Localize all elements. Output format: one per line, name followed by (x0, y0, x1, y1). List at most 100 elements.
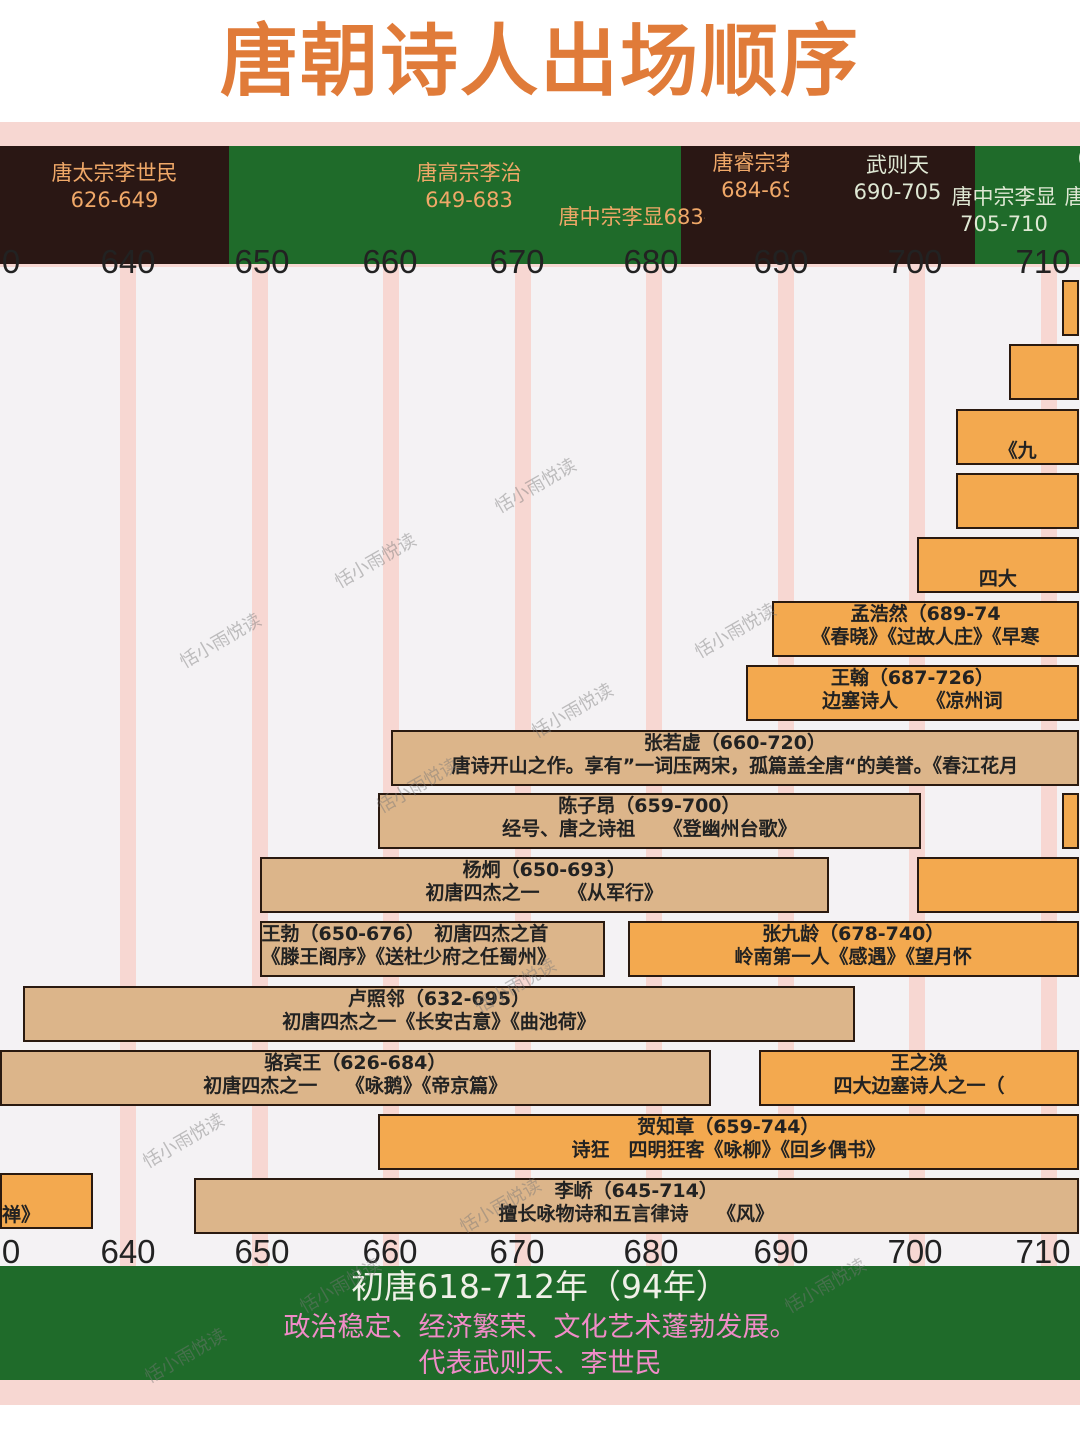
poet-name-dates: 李峤（645-714） (554, 1180, 718, 1202)
poet-bar: 王翰（687-726） 边塞诗人 《凉州词 (746, 665, 1079, 721)
poet-bar: 王勃（650-676） 初唐四杰之首 《滕王阁序》《送杜少府之任蜀州》 (259, 921, 606, 977)
reign-segment (229, 146, 681, 264)
x-tick-label: 660 (362, 243, 418, 280)
poet-bar: 王之涣 四大边塞诗人之一（ (759, 1050, 1079, 1106)
poet-description: 禅》 (2, 1204, 41, 1226)
reign-name: （ (1060, 146, 1080, 173)
reign-name: 唐中宗李显 (951, 185, 1057, 209)
x-tick-label: 680 (623, 1233, 679, 1270)
x-tick-label: 640 (100, 243, 156, 280)
reign-years: 626-649 (70, 188, 159, 212)
poet-bar: 四大 (917, 537, 1079, 593)
x-tick-label: 690 (753, 243, 809, 280)
x-tick-label: 670 (489, 243, 545, 280)
poet-name-dates (919, 859, 1077, 882)
poet-description: 初唐四杰之一 《从军行》 (425, 882, 663, 904)
poet-bar: 杨炯（650-693） 初唐四杰之一 《从军行》 (259, 857, 829, 913)
period-representatives: 代表武则天、李世民 (418, 1348, 662, 1379)
poet-bar (917, 857, 1079, 913)
poet-description (958, 498, 1076, 521)
reign-label: 唐太宗李世民 626-649 (0, 160, 229, 214)
poet-name-dates: 孟浩然（689-74 (850, 603, 1001, 625)
poet-description: 擅长咏物诗和五言律诗 《风》 (498, 1203, 775, 1225)
poet-description: 《滕王阁序》《送杜少府之任蜀州》 (261, 946, 557, 968)
x-tick-label: 680 (623, 243, 679, 280)
reign-years: 649-683 (425, 188, 513, 212)
gridline (120, 267, 136, 1360)
poet-bar: 张若虚（660-720） 唐诗开山之作。享有”一词压两宋，孤篇盖全唐“的美誉。《春… (391, 730, 1079, 786)
x-tick-label: 660 (362, 1233, 418, 1270)
poet-description: 经号、唐之诗祖 《登幽州台歌》 (502, 818, 797, 840)
poet-name-dates (2, 1175, 91, 1198)
page-title: 唐朝诗人出场顺序 (219, 17, 860, 107)
x-tick-label: 710 (1015, 1233, 1071, 1270)
poet-description: 唐诗开山之作。享有”一词压两宋，孤篇盖全唐“的美誉。《春江花月 (451, 755, 1019, 777)
reign-segment (681, 146, 705, 264)
period-description: 政治稳定、经济繁荣、文化艺术蓬勃发展。 (283, 1312, 797, 1343)
poet-description (919, 882, 1077, 905)
reign-name: 武则天 (866, 153, 929, 177)
poet-name-dates: 王之涣 (890, 1052, 948, 1074)
poet-description: 岭南第一人《感遇》《望月怀 (734, 946, 972, 968)
poet-bar: 《九 (956, 409, 1079, 465)
reign-segment (1057, 146, 1080, 264)
poet-bar: 贺知章（659-744） 诗狂 四明狂客《咏柳》《回乡偶书》 (377, 1114, 1079, 1170)
poet-name-dates: 杨炯（650-693） (462, 859, 626, 881)
reign-name: 唐 (1064, 185, 1080, 209)
reign-segment (0, 146, 229, 264)
x-tick-label: 710 (1015, 243, 1071, 280)
reign-label: （ (1060, 146, 1080, 173)
poet-name-dates (1064, 282, 1077, 305)
poet-description: 四大边塞诗人之一（ (833, 1075, 1005, 1097)
reign-label: 武则天 690-705 (840, 152, 955, 206)
x-tick-label: 640 (100, 1233, 156, 1270)
reign-years: 690-705 (853, 180, 942, 204)
poet-name-dates: 张若虚（660-720） (643, 732, 826, 754)
poet-description: 初唐四杰之一 《咏鹅》《帝京篇》 (203, 1075, 508, 1097)
poet-description (1064, 305, 1077, 328)
poet-name-dates: 骆宾王（626-684） (264, 1052, 447, 1074)
period-footer: 初唐618-712年（94年） 政治稳定、经济繁荣、文化艺术蓬勃发展。 代表武则… (0, 1266, 1080, 1380)
poet-name-dates (919, 539, 1077, 562)
poet-bar: 李峤（645-714） 擅长咏物诗和五言律诗 《风》 (193, 1178, 1079, 1234)
reign-label: 唐中宗李显 705-710 (945, 184, 1063, 238)
poet-description: 诗狂 四明狂客《咏柳》《回乡偶书》 (571, 1139, 886, 1161)
x-tick-label: 690 (753, 1233, 809, 1270)
poet-name-dates (958, 411, 1076, 434)
poet-name-dates (958, 475, 1076, 498)
x-tick-label: 0 (1, 243, 21, 280)
x-tick-label: 700 (887, 243, 943, 280)
poet-name-dates: 陈子昂（659-700） (558, 795, 741, 817)
poet-bar (1061, 280, 1079, 336)
reign-label: 唐 (1060, 184, 1080, 211)
reign-name: 唐太宗李世民 (51, 161, 178, 185)
poet-name-dates (1064, 795, 1077, 818)
x-tick-label: 700 (887, 1233, 943, 1270)
reign-band: 唐太宗李世民 626-649 唐高宗李治 649-683 唐中宗李显683-684 唐睿宗… (0, 146, 1080, 264)
poet-name-dates: 贺知章（659-744） (637, 1116, 820, 1138)
poet-bar: 骆宾王（626-684） 初唐四杰之一 《咏鹅》《帝京篇》 (0, 1050, 711, 1106)
poet-name-dates: 王翰（687-726） (830, 667, 995, 689)
poet-name-dates: 卢照邻（632-695） (347, 988, 531, 1010)
poet-bar: 禅》 (0, 1173, 93, 1229)
poet-name-dates (1011, 346, 1077, 369)
poet-bar (1009, 344, 1079, 400)
timeline-chart: 唐太宗李世民 626-649 唐高宗李治 649-683 唐中宗李显683-684 唐睿宗… (0, 122, 1080, 1405)
poet-bar (1061, 793, 1079, 849)
reign-years: 705-710 (960, 212, 1048, 236)
x-tick-label: 0 (1, 1233, 21, 1270)
reign-segment (705, 146, 789, 264)
poet-name-dates: 张九龄（678-740） (762, 923, 945, 945)
poet-description: 《春晓》《过故人庄》《早寒 (811, 626, 1040, 648)
x-tick-label: 670 (489, 1233, 545, 1270)
x-tick-label: 650 (234, 243, 290, 280)
poet-bar: 卢照邻（632-695） 初唐四杰之一《长安古意》《曲池荷》 (22, 986, 856, 1042)
poet-bar: 陈子昂（659-700） 经号、唐之诗祖 《登幽州台歌》 (377, 793, 921, 849)
poet-description (1011, 369, 1077, 392)
poet-description (1064, 818, 1077, 841)
poet-description: 《九 (998, 440, 1037, 462)
reign-segment (975, 146, 1057, 264)
reign-label: 唐高宗李治 649-683 (229, 160, 709, 214)
period-label: 初唐618-712年（94年） (351, 1267, 729, 1306)
reign-segment (789, 146, 975, 264)
